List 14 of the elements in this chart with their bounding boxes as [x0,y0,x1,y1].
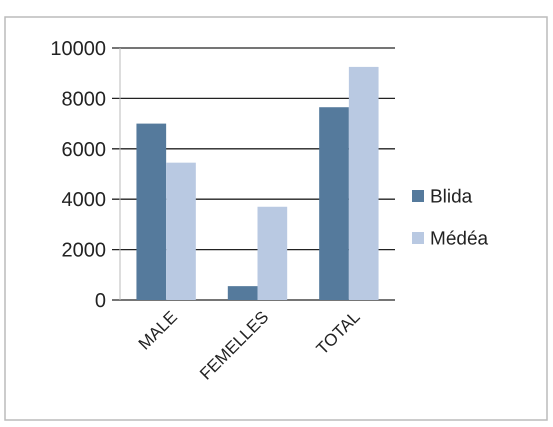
bar [319,107,349,300]
y-tick-label: 2000 [62,240,106,262]
bar [348,66,379,300]
bar [228,286,258,300]
legend-label: Médéa [430,228,489,250]
bar [136,124,166,300]
legend-label: Blida [430,186,473,208]
y-tick-label: 10000 [50,38,106,60]
bar [258,206,288,300]
y-tick-label: 8000 [62,88,106,110]
bar [166,162,196,300]
y-tick-label: 6000 [62,138,106,161]
y-tick-label: 0 [94,290,106,312]
y-tick-label: 4000 [62,189,106,212]
